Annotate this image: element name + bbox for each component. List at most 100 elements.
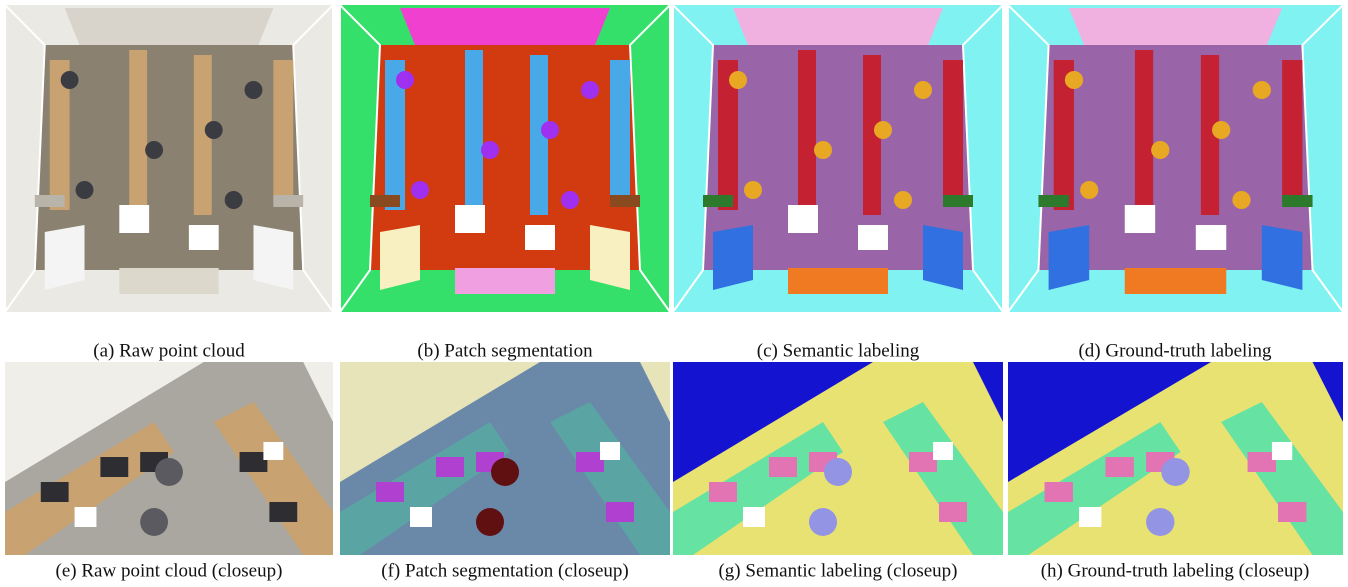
panel-image [673, 5, 1003, 312]
caption: (f) Patch segmentation (closeup) [381, 560, 628, 581]
table [788, 268, 888, 294]
desk-strip [35, 195, 65, 207]
desk-strip [1282, 195, 1312, 207]
chair [476, 508, 504, 536]
chair [894, 191, 912, 209]
panel-image [340, 362, 670, 555]
chair [576, 452, 604, 472]
caption: (d) Ground-truth labeling [1078, 340, 1272, 361]
chair [1105, 457, 1133, 477]
chair [874, 121, 892, 139]
ceiling [65, 8, 274, 45]
chair [436, 457, 464, 477]
panel-image [5, 362, 333, 555]
chair [1080, 181, 1098, 199]
desk-strip [703, 195, 733, 207]
gap [410, 507, 432, 527]
chair [225, 191, 243, 209]
caption: (e) Raw point cloud (closeup) [56, 560, 283, 581]
desk-strip [273, 195, 303, 207]
panel-image [1008, 362, 1343, 555]
chair [1151, 141, 1169, 159]
gap [743, 507, 765, 527]
desk-strip [943, 195, 973, 207]
gap [1125, 205, 1155, 233]
chair [245, 81, 263, 99]
panel-image [340, 5, 670, 312]
chair [1161, 458, 1189, 486]
window [590, 225, 630, 290]
gap [189, 225, 219, 250]
chair [1065, 71, 1083, 89]
gap [119, 205, 149, 233]
chair [1278, 502, 1306, 522]
chair [606, 502, 634, 522]
chair [411, 181, 429, 199]
gap [263, 442, 283, 460]
caption: (h) Ground-truth labeling (closeup) [1041, 560, 1310, 581]
chair [709, 482, 737, 502]
chair [824, 458, 852, 486]
table [1125, 268, 1227, 294]
chair [76, 181, 94, 199]
chair [376, 482, 404, 502]
caption: (b) Patch segmentation [417, 340, 593, 361]
chair [269, 502, 297, 522]
chair [396, 71, 414, 89]
window [45, 225, 85, 290]
chair [1212, 121, 1230, 139]
chair [240, 452, 268, 472]
ceiling [733, 8, 943, 45]
panel-image [1008, 5, 1343, 312]
chair [909, 452, 937, 472]
desk [943, 60, 963, 200]
table [119, 268, 218, 294]
window [1049, 225, 1090, 290]
window [253, 225, 293, 290]
desk-strip [610, 195, 640, 207]
chair [1253, 81, 1271, 99]
gap [75, 507, 97, 527]
panel-image [5, 5, 333, 312]
chair [541, 121, 559, 139]
desk [610, 60, 630, 200]
gap [933, 442, 953, 460]
chair [100, 457, 128, 477]
chair [939, 502, 967, 522]
chair [1232, 191, 1250, 209]
chair [481, 141, 499, 159]
window [380, 225, 420, 290]
table [455, 268, 555, 294]
gap [858, 225, 888, 250]
chair [491, 458, 519, 486]
panel-image [673, 362, 1003, 555]
desk-strip [1038, 195, 1068, 207]
panels [5, 5, 1343, 555]
chair [914, 81, 932, 99]
desk [129, 50, 147, 220]
chair [205, 121, 223, 139]
chair [769, 457, 797, 477]
gap [1196, 225, 1226, 250]
caption: (a) Raw point cloud [93, 340, 245, 361]
desk [465, 50, 483, 220]
chair [145, 141, 163, 159]
chair [744, 181, 762, 199]
caption: (g) Semantic labeling (closeup) [718, 560, 957, 581]
chair [1146, 508, 1174, 536]
desk [1135, 50, 1153, 220]
chair [729, 71, 747, 89]
ceiling [1069, 8, 1282, 45]
desk [273, 60, 293, 200]
chair [1045, 482, 1073, 502]
chair [809, 508, 837, 536]
gap [1272, 442, 1292, 460]
window [923, 225, 963, 290]
desk [1282, 60, 1302, 200]
chair [155, 458, 183, 486]
gap [600, 442, 620, 460]
desk-strip [370, 195, 400, 207]
chair [41, 482, 69, 502]
window [1262, 225, 1303, 290]
figure: (a) Raw point cloud (b) Patch segmentati… [0, 0, 1348, 587]
